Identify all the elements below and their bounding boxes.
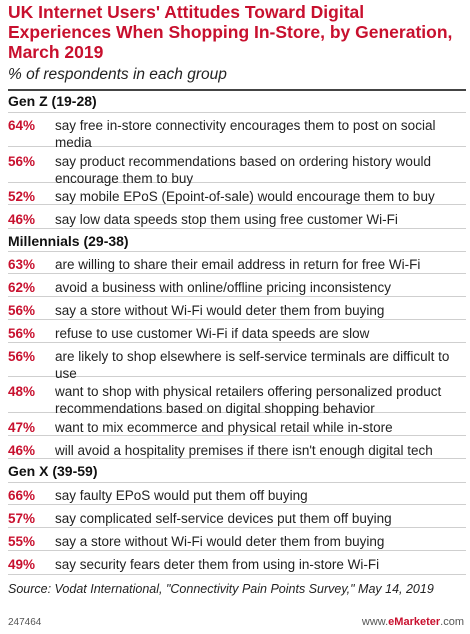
row-value: 55% — [8, 534, 36, 549]
row-label: are willing to share their email address… — [55, 257, 421, 272]
row-value: 56% — [8, 349, 36, 364]
row-label: say a store without Wi-Fi would deter th… — [55, 303, 385, 318]
header-rule — [8, 89, 466, 91]
row-divider — [8, 182, 466, 183]
group-title: Gen Z (19-28) — [8, 93, 97, 109]
row-value: 49% — [8, 557, 36, 572]
row-label: will avoid a hospitality premises if the… — [55, 443, 433, 458]
row-divider — [8, 458, 466, 459]
row-label: say product recommendations based on ord… — [55, 154, 431, 186]
row-label: refuse to use customer Wi-Fi if data spe… — [55, 326, 370, 341]
row-value: 64% — [8, 118, 36, 133]
chart-title: UK Internet Users' Attitudes Toward Digi… — [8, 2, 453, 62]
row-divider — [8, 251, 466, 252]
brand-prefix: www. — [361, 616, 389, 628]
row-value: 62% — [8, 280, 36, 295]
row-label: say a store without Wi-Fi would deter th… — [55, 534, 385, 549]
row-divider — [8, 527, 466, 528]
row-label: avoid a business with online/offline pri… — [55, 280, 391, 295]
row-value: 48% — [8, 384, 36, 399]
row-label: say low data speeds stop them using free… — [55, 212, 398, 227]
row-value: 52% — [8, 189, 36, 204]
chart-id: 247464 — [8, 617, 42, 628]
row-divider — [8, 319, 466, 320]
row-divider — [8, 296, 466, 297]
chart-subtitle: % of respondents in each group — [8, 66, 227, 83]
row-value: 57% — [8, 511, 36, 526]
row-divider — [8, 146, 466, 147]
row-value: 47% — [8, 420, 36, 435]
row-value: 46% — [8, 212, 36, 227]
row-label: say mobile EPoS (Epoint-of-sale) would e… — [55, 189, 435, 204]
row-label: want to mix ecommerce and physical retai… — [55, 420, 393, 435]
row-divider — [8, 412, 466, 413]
brand-suffix: .com — [440, 616, 464, 628]
row-divider — [8, 273, 466, 274]
row-divider — [8, 228, 466, 229]
row-divider — [8, 574, 466, 575]
row-divider — [8, 342, 466, 343]
row-divider — [8, 550, 466, 551]
row-divider — [8, 376, 466, 377]
row-value: 63% — [8, 257, 36, 272]
brand-name: eMarketer — [388, 616, 441, 628]
row-label: want to shop with physical retailers off… — [55, 384, 442, 416]
row-value: 56% — [8, 326, 36, 341]
row-label: say free in-store connectivity encourage… — [55, 118, 436, 150]
row-value: 66% — [8, 488, 36, 503]
row-divider — [8, 504, 466, 505]
source-note: Source: Vodat International, "Connectivi… — [8, 582, 434, 596]
row-label: say complicated self-service devices put… — [55, 511, 392, 526]
row-divider — [8, 204, 466, 205]
row-label: are likely to shop elsewhere is self-ser… — [55, 349, 450, 381]
row-label: say faulty EPoS would put them off buyin… — [55, 488, 308, 503]
group-title: Millennials (29-38) — [8, 233, 129, 249]
row-value: 56% — [8, 303, 36, 318]
row-divider — [8, 435, 466, 436]
row-divider — [8, 112, 466, 113]
row-value: 46% — [8, 443, 36, 458]
group-title: Gen X (39-59) — [8, 463, 98, 479]
row-divider — [8, 482, 466, 483]
row-label: say security fears deter them from using… — [55, 557, 380, 572]
brand-logo: www.eMarketer.com — [362, 616, 464, 628]
row-value: 56% — [8, 154, 36, 169]
